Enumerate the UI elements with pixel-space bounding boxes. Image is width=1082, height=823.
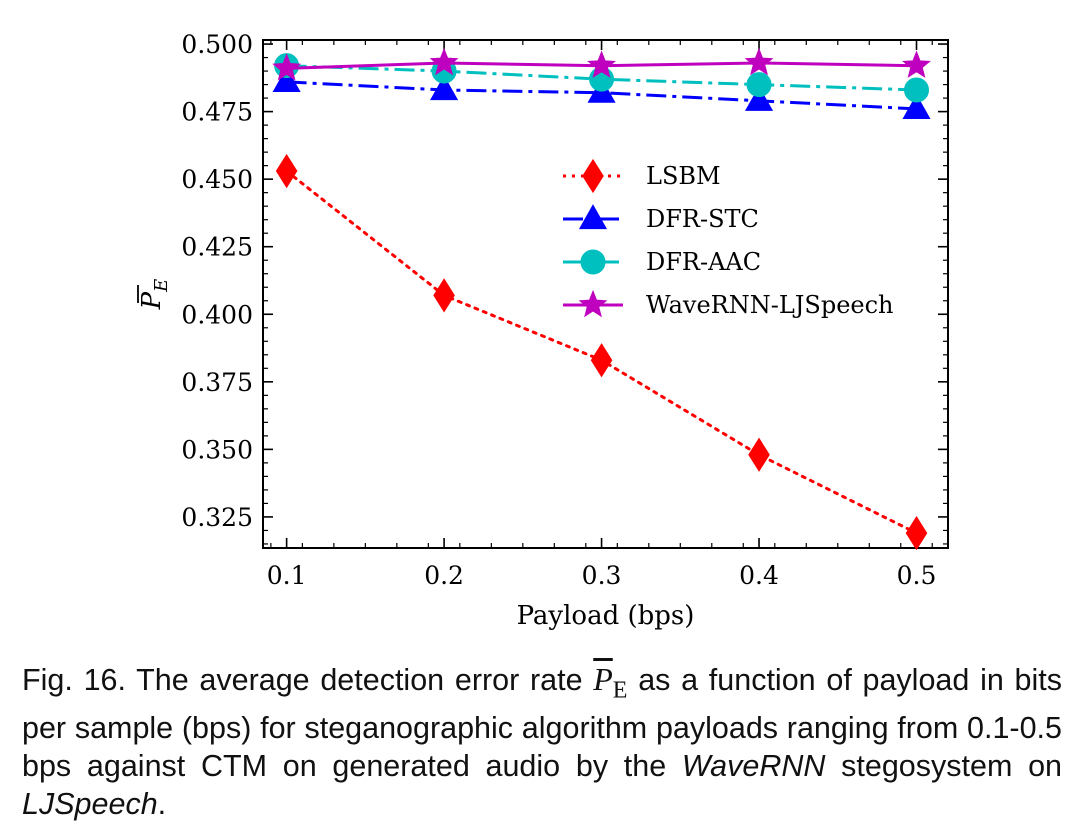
- x-tick-label: 0.5: [897, 561, 937, 590]
- legend-label: DFR-STC: [646, 205, 759, 233]
- y-axis-symbol-main: P: [137, 291, 167, 310]
- data-point: [744, 85, 774, 111]
- y-tick-label: 0.325: [181, 503, 253, 532]
- x-tick-label: 0.3: [582, 561, 622, 590]
- legend-entry: WaveRNN-LJSpeech: [563, 289, 894, 319]
- x-tick-label: 0.1: [267, 561, 307, 590]
- data-point: [272, 53, 302, 81]
- x-axis: 0.1 0.2 0.3 0.4 0.5: [267, 40, 937, 590]
- caption-italic-model: WaveRNN: [681, 749, 826, 784]
- y-axis-title: PE: [137, 279, 172, 311]
- y-tick-label: 0.450: [181, 165, 253, 194]
- y-axis-symbol-subscript: E: [151, 279, 172, 293]
- legend-label: WaveRNN-LJSpeech: [646, 291, 894, 319]
- data-point: [902, 50, 931, 78]
- data-point: [433, 278, 455, 313]
- legend-label: LSBM: [646, 162, 721, 190]
- data-point: [430, 75, 459, 101]
- y-tick-label: 0.375: [181, 368, 253, 397]
- axes-frame: [262, 39, 949, 549]
- caption-middle: as a function of payload in bits per sam…: [22, 663, 1062, 784]
- line-chart: 0.325 0.350 0.375 0.400 0.425 0.450 0.475 0.500…: [137, 30, 949, 631]
- legend-marker: [580, 249, 606, 275]
- data-point: [905, 515, 928, 551]
- data-point: [275, 153, 298, 189]
- legend-entry: LSBM: [563, 158, 721, 194]
- y-tick-label: 0.500: [181, 30, 253, 59]
- legend-label: DFR-AAC: [646, 248, 761, 276]
- y-tick-label: 0.350: [181, 435, 253, 464]
- series-layer: [272, 47, 931, 551]
- caption-suffix: .: [157, 787, 167, 822]
- x-tick-label: 0.4: [739, 561, 779, 590]
- y-axis: 0.325 0.350 0.375 0.400 0.425 0.450 0.475 0.500: [181, 30, 948, 545]
- y-axis-symbol: PE: [137, 279, 172, 311]
- legend-marker: [578, 204, 608, 230]
- data-point: [272, 67, 301, 92]
- legend-marker: [578, 289, 608, 318]
- series-lsbm: [275, 153, 928, 551]
- caption-middle2: stegosystem on: [825, 749, 1062, 784]
- legend-marker: [582, 158, 604, 194]
- y-tick-label: 0.400: [181, 300, 253, 329]
- data-point: [746, 72, 772, 98]
- data-point: [429, 47, 459, 76]
- plot-area: [262, 39, 949, 549]
- caption-prefix: Fig. 16. The average detection error rat…: [22, 663, 594, 697]
- data-point: [902, 94, 931, 120]
- caption-symbol: PE: [593, 661, 628, 704]
- data-point: [744, 47, 774, 76]
- x-axis-title: Payload (bps): [517, 601, 695, 631]
- data-point: [587, 50, 616, 78]
- legend: LSBM DFR-STC DFR-AAC WaveRNN-LJSpeech: [563, 158, 894, 319]
- y-tick-label: 0.475: [181, 98, 253, 127]
- legend-entry: DFR-STC: [563, 204, 759, 233]
- caption-italic-dataset: LJSpeech: [22, 787, 158, 822]
- x-tick-label: 0.2: [424, 561, 464, 590]
- data-point: [748, 437, 770, 472]
- data-point: [590, 343, 613, 378]
- series-wavernn-ljspeech: [272, 47, 931, 81]
- legend-entry: DFR-AAC: [563, 248, 761, 276]
- figure-caption: Fig. 16. The average detection error rat…: [22, 660, 1062, 823]
- data-point: [904, 77, 930, 103]
- y-tick-label: 0.425: [181, 233, 253, 262]
